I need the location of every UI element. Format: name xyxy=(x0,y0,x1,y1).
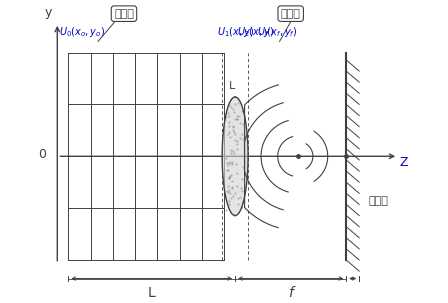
Text: $U_2(x,y)$: $U_2(x,y)$ xyxy=(237,25,274,39)
Point xyxy=(237,174,244,179)
Text: $U_1(x,y)$: $U_1(x,y)$ xyxy=(216,25,254,39)
Point xyxy=(230,202,237,207)
Point xyxy=(223,154,230,158)
Point xyxy=(228,108,235,113)
Point xyxy=(230,129,237,134)
Point xyxy=(230,142,237,147)
Text: 反射镜: 反射镜 xyxy=(368,196,388,206)
Polygon shape xyxy=(222,97,248,215)
Point xyxy=(237,167,244,172)
Point xyxy=(223,202,230,207)
Point xyxy=(234,173,241,178)
Point xyxy=(232,196,239,201)
Point xyxy=(232,120,239,125)
Point xyxy=(226,122,233,126)
Point xyxy=(232,133,239,138)
Point xyxy=(238,125,245,130)
Point xyxy=(228,108,236,113)
Point xyxy=(228,181,235,186)
Point xyxy=(238,186,245,191)
Point xyxy=(229,133,237,138)
Point xyxy=(238,191,246,196)
Point xyxy=(240,130,247,135)
Point xyxy=(241,201,248,206)
Text: y: y xyxy=(44,6,52,19)
Point xyxy=(238,167,245,172)
Point xyxy=(228,175,235,180)
Point xyxy=(236,198,243,202)
Point xyxy=(240,122,247,127)
Point xyxy=(235,193,242,198)
Point xyxy=(229,114,236,119)
Point xyxy=(240,196,247,201)
Point xyxy=(224,114,231,119)
Point xyxy=(234,162,241,167)
Point xyxy=(237,184,244,189)
Point xyxy=(239,200,246,205)
Point xyxy=(236,121,243,126)
Point xyxy=(226,153,233,158)
Point xyxy=(239,106,246,111)
Point xyxy=(228,110,236,115)
Point xyxy=(223,145,230,150)
Text: L: L xyxy=(229,82,235,92)
Point xyxy=(224,103,231,108)
Text: 球面波: 球面波 xyxy=(281,9,301,19)
Point xyxy=(231,207,238,212)
Point xyxy=(235,154,242,159)
Point xyxy=(233,150,241,155)
Point xyxy=(238,143,245,148)
Point xyxy=(239,204,246,208)
Point xyxy=(234,115,241,120)
Point xyxy=(230,105,237,110)
Point xyxy=(233,130,240,135)
Text: f: f xyxy=(288,286,293,300)
Text: Z: Z xyxy=(400,156,408,169)
Text: L: L xyxy=(148,286,155,300)
Point xyxy=(223,134,230,138)
Point xyxy=(227,179,234,184)
Point xyxy=(239,118,246,123)
Point xyxy=(223,118,230,123)
Point xyxy=(229,207,236,212)
Text: 0: 0 xyxy=(38,148,46,161)
Point xyxy=(232,180,239,185)
Point xyxy=(233,200,241,205)
Point xyxy=(226,156,233,161)
Point xyxy=(233,180,241,185)
Point xyxy=(235,104,242,109)
Point xyxy=(236,146,243,151)
Point xyxy=(227,205,234,209)
Point xyxy=(228,146,236,151)
Point xyxy=(228,134,236,139)
Point xyxy=(229,134,237,139)
Point xyxy=(237,126,244,131)
Point xyxy=(239,138,246,143)
Point xyxy=(238,104,246,108)
Point xyxy=(232,198,239,202)
Point xyxy=(226,162,233,167)
Point xyxy=(232,163,239,168)
Point xyxy=(235,152,242,157)
Point xyxy=(238,144,245,149)
Point xyxy=(227,104,234,109)
Point xyxy=(231,143,238,148)
Text: 平面波: 平面波 xyxy=(114,9,134,19)
Point xyxy=(237,150,245,155)
Point xyxy=(231,152,238,156)
Point xyxy=(229,204,237,209)
Point xyxy=(233,179,240,184)
Text: $U_f(x_f,y_f)$: $U_f(x_f,y_f)$ xyxy=(257,25,298,39)
Point xyxy=(225,159,233,164)
Point xyxy=(224,107,232,112)
Point xyxy=(230,171,237,176)
Text: $U_0(x_o,y_o)$: $U_0(x_o,y_o)$ xyxy=(59,25,105,39)
Point xyxy=(226,142,233,147)
Point xyxy=(238,131,245,136)
